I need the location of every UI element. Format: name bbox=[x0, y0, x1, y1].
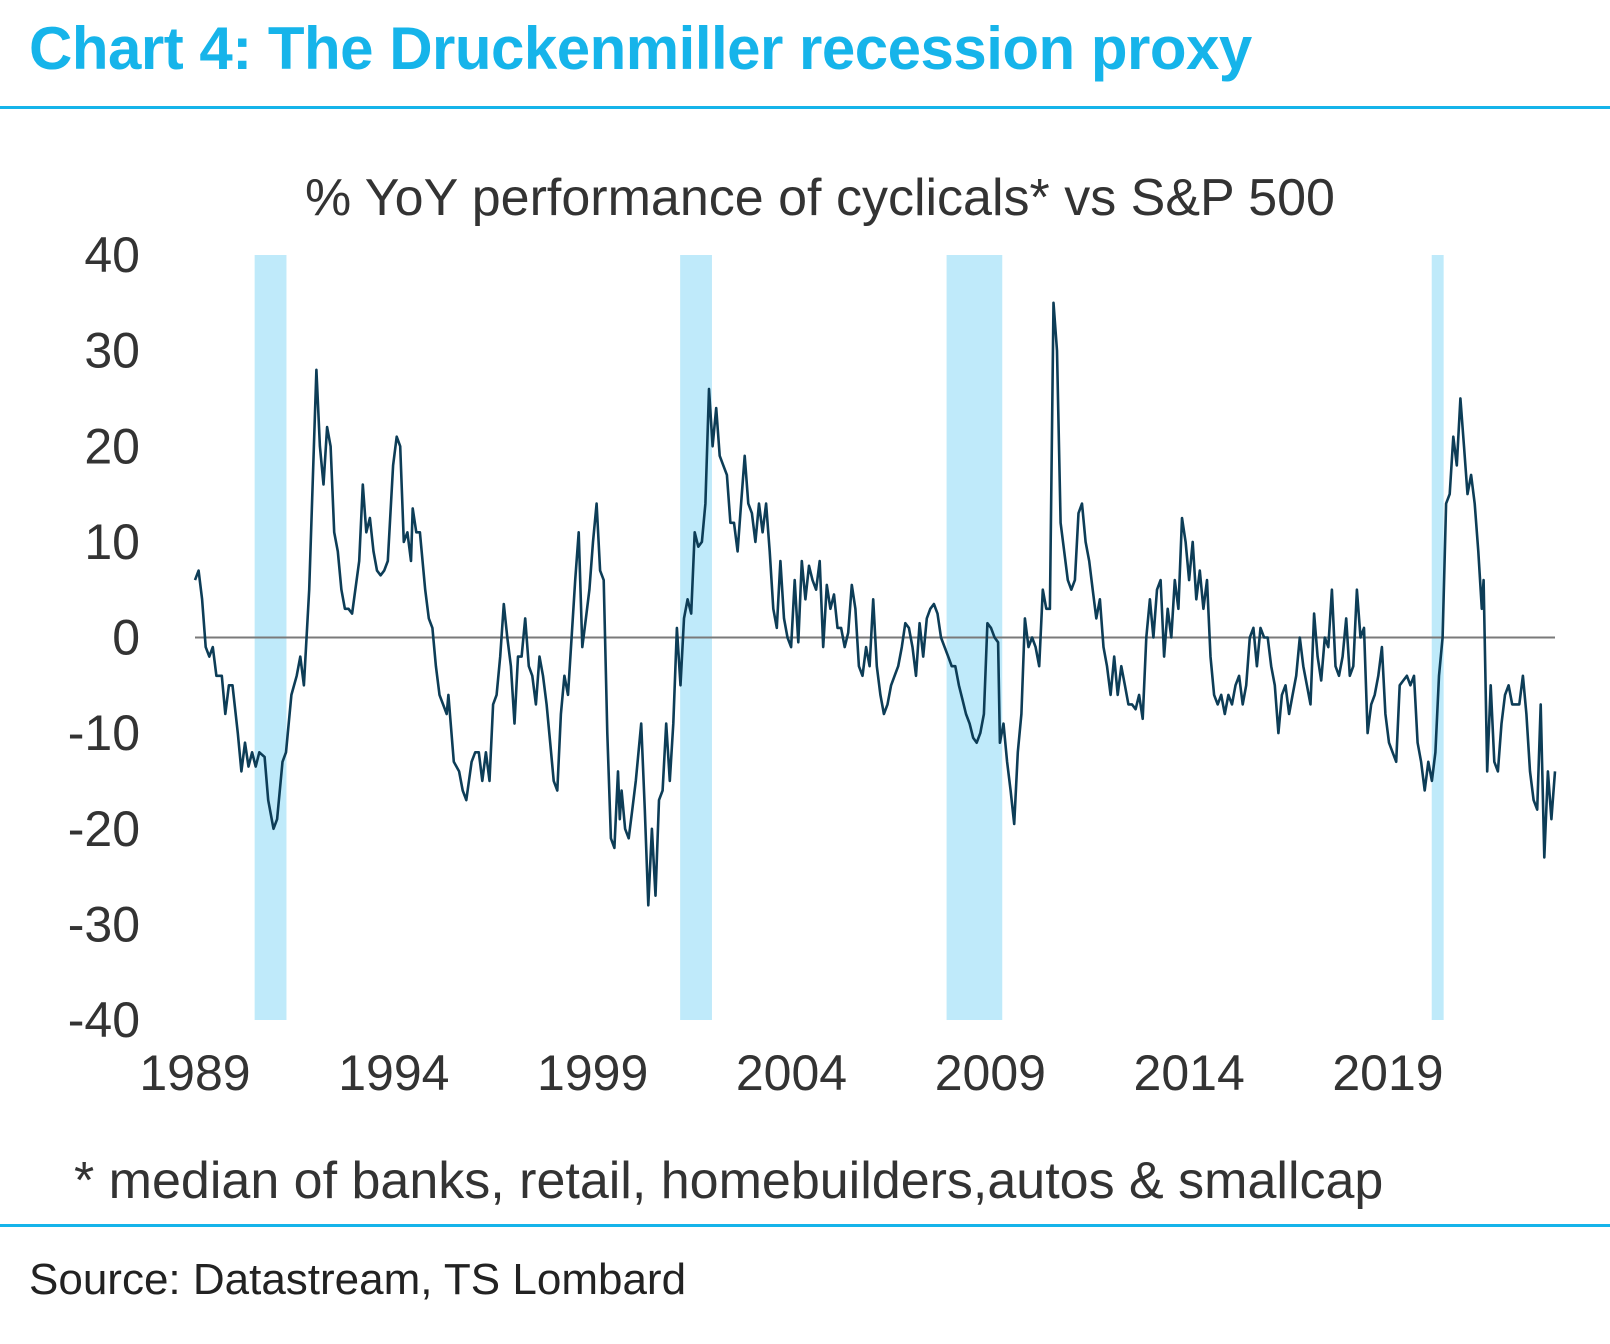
chart: 40 30 20 10 0 -10 -20 -30 -40 1989 1994 1999 2004 20… bbox=[68, 169, 1557, 1101]
x-tick-label: 2014 bbox=[1134, 1045, 1245, 1101]
chart-subtitle: % YoY performance of cyclicals* vs S&P 5… bbox=[305, 169, 1335, 227]
x-tick-label: 2004 bbox=[736, 1045, 847, 1101]
footnote: * median of banks, retail, homebuilders,… bbox=[74, 1152, 1384, 1210]
y-tick-label: -40 bbox=[68, 992, 140, 1048]
y-tick-label: 10 bbox=[84, 514, 140, 570]
y-tick-label: -10 bbox=[68, 705, 140, 761]
chart-title: Chart 4: The Druckenmiller recession pro… bbox=[29, 15, 1252, 82]
x-tick-label: 2019 bbox=[1332, 1045, 1443, 1101]
x-tick-label: 2009 bbox=[935, 1045, 1046, 1101]
y-tick-label: 40 bbox=[84, 227, 140, 283]
x-tick-label: 1994 bbox=[338, 1045, 449, 1101]
y-tick-labels: 40 30 20 10 0 -10 -20 -30 -40 bbox=[68, 227, 140, 1048]
series-layer bbox=[193, 301, 1557, 907]
y-tick-label: 0 bbox=[112, 610, 140, 666]
source-note: Source: Datastream, TS Lombard bbox=[29, 1255, 687, 1304]
series-line-1 bbox=[193, 301, 1557, 907]
y-tick-label: -30 bbox=[68, 896, 140, 952]
x-tick-label: 1999 bbox=[537, 1045, 648, 1101]
y-tick-label: 30 bbox=[84, 323, 140, 379]
x-tick-labels: 1989 1994 1999 2004 2009 2014 2019 bbox=[139, 1045, 1443, 1101]
footer-rule bbox=[0, 1224, 1610, 1227]
title-rule bbox=[0, 106, 1610, 109]
y-tick-label: 20 bbox=[84, 418, 140, 474]
x-tick-label: 1989 bbox=[139, 1045, 250, 1101]
y-tick-label: -20 bbox=[68, 801, 140, 857]
